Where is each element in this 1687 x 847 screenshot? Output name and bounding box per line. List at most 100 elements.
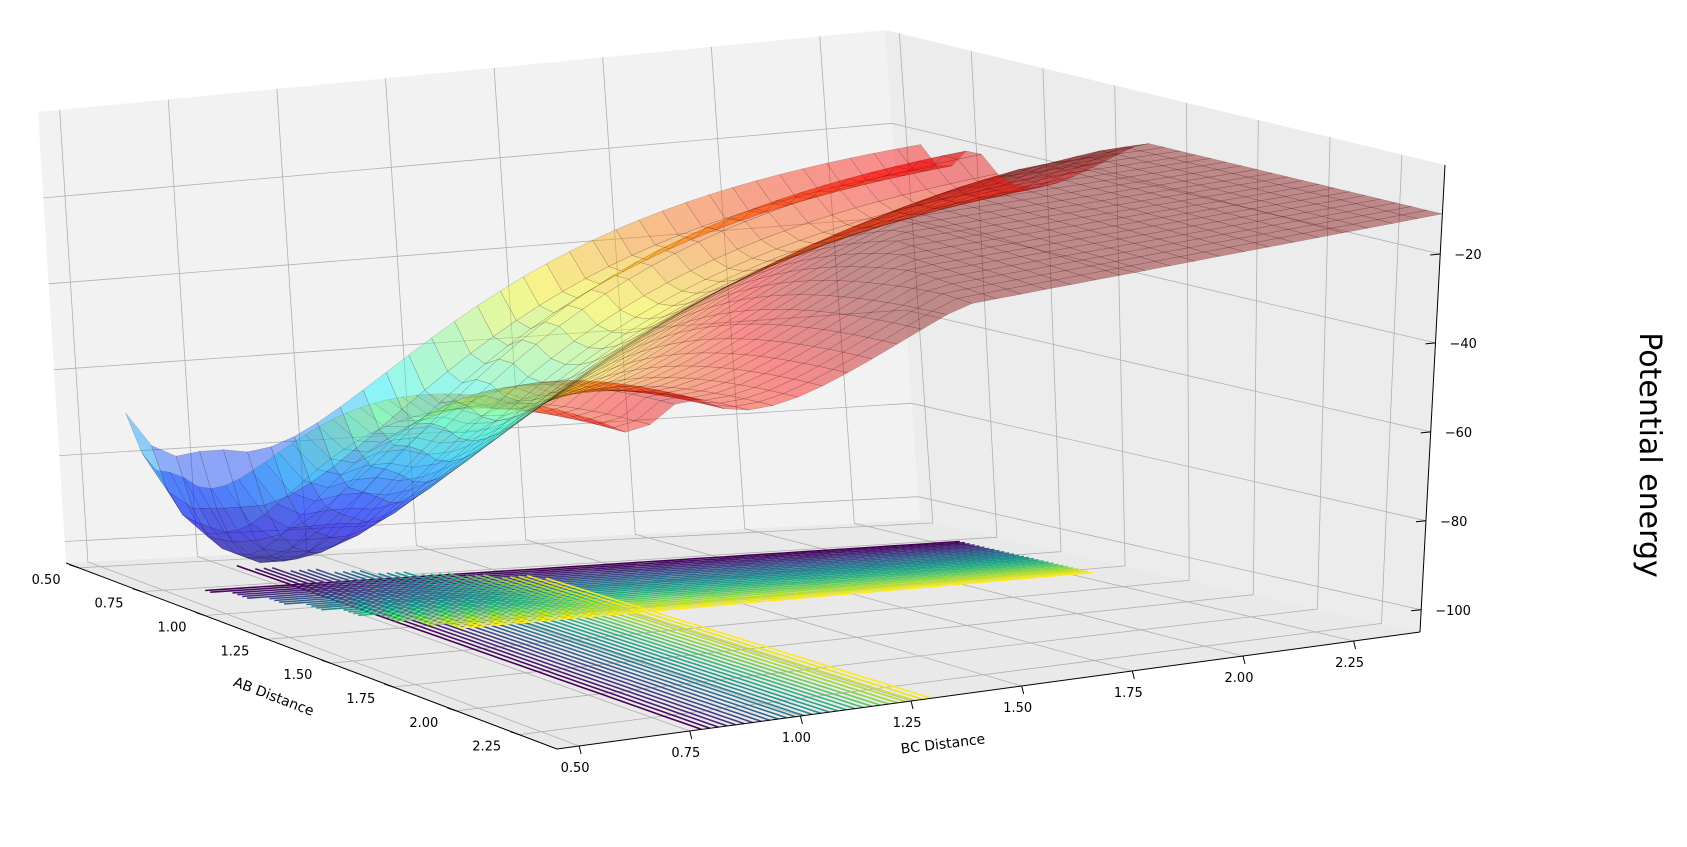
surface-face [314,479,353,502]
surface-face [1113,169,1154,178]
surface-face [385,354,426,410]
surface-face [435,437,474,462]
surface-face [444,405,483,439]
surface-face [744,258,783,278]
surface-face [904,198,944,209]
surface-face [938,197,978,211]
surface-face [647,387,687,394]
surface-face [783,248,823,266]
surface-face [484,418,523,443]
surface-face [1346,207,1387,216]
surface-face [573,363,612,386]
surface-face [931,183,971,198]
surface-face [681,366,722,380]
surface-face [891,210,930,224]
surface-face [305,426,345,460]
surface-face [822,233,862,250]
surface-face [1086,192,1126,202]
surface-face [472,394,512,410]
surface-face [592,346,631,371]
surface-face [933,158,975,185]
surface-face [1028,160,1068,169]
surface-face [1103,230,1144,240]
surface-face [961,269,1002,280]
x-tick-label: 1.25 [220,644,249,659]
surface-face [958,199,999,208]
surface-face [297,546,335,559]
surface-face [1026,265,1066,276]
surface-face [339,491,377,519]
surface-face [1297,216,1338,226]
surface-face [786,242,826,260]
surface-face [512,344,552,378]
surface-face [1003,212,1044,222]
surface-face [436,394,475,415]
surface-face [673,294,712,317]
surface-face [898,194,938,210]
contour-line [474,574,881,706]
surface-face [432,401,472,412]
surface-face [953,191,993,205]
surface-face [1201,161,1242,170]
surface-face [608,255,648,272]
surface-face [951,242,991,252]
surface-face [774,258,813,275]
surface-face [588,382,628,390]
surface-face [832,298,874,316]
surface-face [278,443,318,481]
surface-face [294,422,334,484]
surface-face [663,317,702,338]
surface-face [488,413,526,434]
surface-face [883,199,923,215]
surface-face [523,388,561,414]
surface-face [341,452,379,476]
y-tick-label: 1.75 [1114,686,1143,701]
surface-face [1257,216,1298,226]
surface-face [377,437,417,453]
surface-face [754,324,795,341]
surface-face [846,217,887,229]
surface-face [628,265,668,297]
surface-face [1238,233,1279,243]
surface-face [302,506,341,533]
surface-face [975,237,1016,248]
surface-face [1217,165,1258,174]
surface-face [739,200,778,221]
surface-face [1177,165,1218,174]
surface-face [983,176,1023,191]
surface-face [683,227,723,243]
surface-face [495,403,534,410]
surface-face [878,204,917,220]
surface-face [754,281,795,298]
surface-face [1079,234,1120,244]
surface-face [1229,242,1270,252]
y-tick-mark [1242,655,1246,665]
surface-face [1156,200,1197,210]
surface-face [625,336,664,358]
surface-face [584,380,624,391]
surface-face [530,304,568,329]
surface-face [537,380,575,407]
surface-face [829,230,868,243]
surface-face [1040,180,1081,189]
surface-face [1015,238,1055,248]
surface-face [725,323,766,340]
surface-face [1337,215,1378,225]
surface-face [1125,192,1166,202]
surface-face [368,429,406,453]
surface-face [700,382,740,394]
surface-face [394,487,432,514]
surface-face [1073,168,1114,177]
surface-face [1025,175,1065,185]
surface-face [798,329,839,347]
surface-face [806,230,845,248]
surface-face [401,389,440,425]
surface-face [716,297,756,315]
surface-face [492,384,532,405]
surface-face [1022,195,1062,205]
surface-face [279,522,318,548]
surface-face [784,222,824,241]
surface-face [701,280,740,302]
surface-face [866,174,905,181]
surface-face [1001,179,1041,188]
